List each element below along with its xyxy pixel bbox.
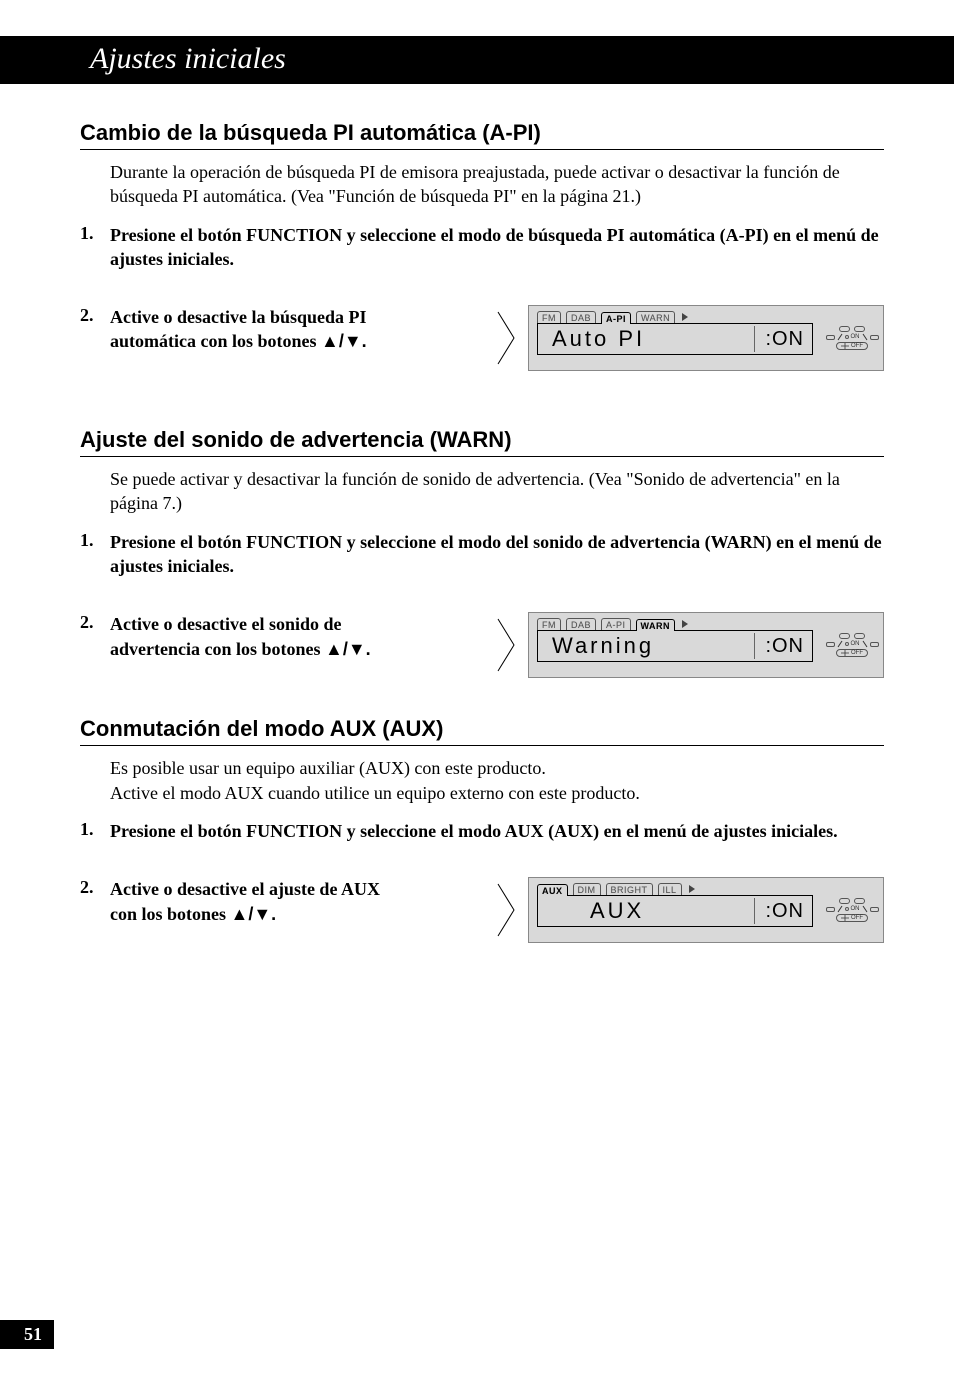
lcd-readout: Warning :ON (537, 630, 813, 662)
lcd-readout: Auto PI :ON (537, 323, 813, 355)
section-title-warn: Ajuste del sonido de advertencia (WARN) (80, 427, 884, 457)
step-text: Active o desactive la búsqueda PI automá… (110, 305, 400, 354)
lcd-tab: DAB (566, 618, 596, 630)
more-tabs-icon (689, 885, 695, 893)
lcd-tab-active: WARN (636, 619, 676, 631)
lcd-separator (754, 898, 755, 924)
step-2-aux-container: 2. Active o desactive el ajuste de AUX c… (80, 877, 884, 943)
section-title-aux: Conmutación del modo AUX (AUX) (80, 716, 884, 746)
page-header-title: Ajustes iniciales (90, 42, 286, 75)
page-header: Ajustes iniciales (0, 36, 954, 84)
page-number: 51 (0, 1320, 54, 1349)
section-intro-api: Durante la operación de búsqueda PI de e… (110, 160, 884, 209)
lcd-separator (754, 326, 755, 352)
lcd-indicators: ON OFF (821, 878, 883, 942)
lcd-tab: BRIGHT (606, 883, 653, 895)
step-number: 2. (80, 305, 102, 326)
lcd-readout-label: Auto PI (546, 326, 750, 352)
lcd-readout-value: :ON (759, 635, 804, 658)
step-number: 2. (80, 612, 102, 633)
lcd-block-warn: FM DAB A-PI WARN Warning :ON ON (496, 612, 884, 678)
step-2-api-container: 2. Active o desactive la búsqueda PI aut… (80, 305, 884, 371)
lcd-block-aux: AUX DIM BRIGHT ILL AUX :ON ON OF (496, 877, 884, 943)
content: Cambio de la búsqueda PI automática (A-P… (0, 120, 954, 943)
more-tabs-icon (682, 620, 688, 628)
step-text: Presione el botón FUNCTION y seleccione … (110, 819, 884, 843)
on-indicator: ON (851, 334, 860, 340)
lcd-block-api: FM DAB A-PI WARN Auto PI :ON ON (496, 305, 884, 371)
lcd-readout: AUX :ON (537, 895, 813, 927)
updown-arrows-icon: ▲/▼. (325, 639, 371, 659)
step-text: Presione el botón FUNCTION y seleccione … (110, 223, 884, 272)
lcd-display: FM DAB A-PI WARN Auto PI :ON ON (528, 305, 884, 371)
lcd-separator (754, 633, 755, 659)
section-intro-aux: Es posible usar un equipo auxiliar (AUX)… (110, 756, 884, 805)
lcd-tab: ILL (658, 883, 682, 895)
lcd-readout-value: :ON (759, 900, 804, 923)
lcd-tab-active: A-PI (601, 312, 631, 324)
lcd-tabs: FM DAB A-PI WARN (537, 311, 813, 323)
lcd-tab: DAB (566, 311, 596, 323)
on-indicator: ON (851, 641, 860, 647)
step-text: Presione el botón FUNCTION y seleccione … (110, 530, 884, 579)
pointer-icon (496, 310, 516, 366)
lcd-display: FM DAB A-PI WARN Warning :ON ON (528, 612, 884, 678)
lcd-indicators: ON OFF (821, 306, 883, 370)
lcd-readout-label: Warning (546, 633, 750, 659)
step-text: Active o desactive el ajuste de AUX con … (110, 877, 400, 926)
lcd-tab: DIM (573, 883, 601, 895)
lcd-display: AUX DIM BRIGHT ILL AUX :ON ON OF (528, 877, 884, 943)
section-intro-warn: Se puede activar y desactivar la función… (110, 467, 884, 516)
step-number: 1. (80, 530, 102, 551)
step-1-warn: 1. Presione el botón FUNCTION y seleccio… (80, 530, 884, 579)
lcd-tabs: AUX DIM BRIGHT ILL (537, 883, 813, 895)
step-number: 1. (80, 223, 102, 244)
step-1-aux: 1. Presione el botón FUNCTION y seleccio… (80, 819, 884, 843)
lcd-tab: FM (537, 618, 561, 630)
updown-arrows-icon: ▲/▼. (231, 904, 277, 924)
pointer-icon (496, 617, 516, 673)
step-2-warn-container: 2. Active o desactive el sonido de adver… (80, 612, 884, 678)
pointer-icon (496, 882, 516, 938)
step-1-api: 1. Presione el botón FUNCTION y seleccio… (80, 223, 884, 272)
step-number: 1. (80, 819, 102, 840)
lcd-tab: A-PI (601, 618, 631, 630)
lcd-tab-active: AUX (537, 884, 568, 896)
lcd-readout-value: :ON (759, 328, 804, 351)
lcd-tabs: FM DAB A-PI WARN (537, 618, 813, 630)
off-indicator: OFF (836, 914, 868, 922)
lcd-indicators: ON OFF (821, 613, 883, 677)
lcd-tab: WARN (636, 311, 675, 323)
off-indicator: OFF (836, 342, 868, 350)
step-number: 2. (80, 877, 102, 898)
lcd-tab: FM (537, 311, 561, 323)
step-text: Active o desactive el sonido de adverten… (110, 612, 400, 661)
off-indicator: OFF (836, 649, 868, 657)
lcd-readout-label: AUX (546, 898, 750, 924)
more-tabs-icon (682, 313, 688, 321)
updown-arrows-icon: ▲/▼. (321, 331, 367, 351)
section-title-api: Cambio de la búsqueda PI automática (A-P… (80, 120, 884, 150)
on-indicator: ON (851, 906, 860, 912)
